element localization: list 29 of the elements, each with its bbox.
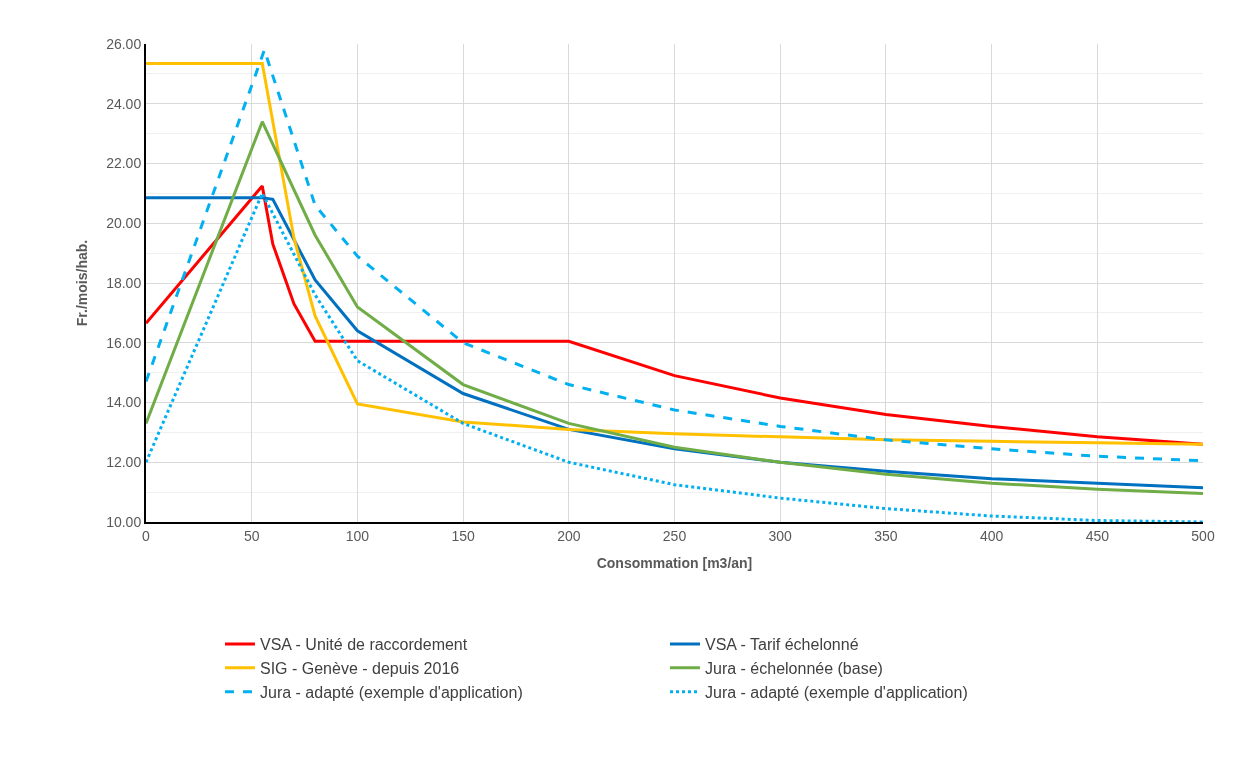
x-tick-label: 250	[662, 527, 687, 544]
y-tick-label: 22.00	[106, 155, 142, 172]
x-tick-label: 300	[768, 527, 793, 544]
y-axis-title: Fr./mois/hab.	[74, 239, 91, 327]
x-tick-label: 0	[142, 527, 151, 544]
legend-label: VSA - Tarif échelonné	[704, 636, 859, 654]
legend-label: VSA - Unité de raccordement	[259, 636, 468, 654]
x-tick-label: 350	[874, 527, 898, 544]
y-tick-label: 10.00	[106, 513, 142, 530]
y-tick-label: 24.00	[106, 95, 142, 112]
line-series	[146, 120, 1203, 496]
x-tick-label: 50	[243, 527, 260, 544]
y-tick-label: 14.00	[106, 394, 142, 411]
legend-label: Jura - échelonnée (base)	[704, 660, 883, 678]
legend-label: Jura - adapté (exemple d'application)	[259, 683, 523, 701]
x-tick-label: 150	[451, 527, 475, 544]
x-tick-label: 400	[979, 527, 1004, 544]
legend-label: SIG - Genève - depuis 2016	[259, 660, 460, 678]
legend-label: Jura - adapté (exemple d'application)	[704, 683, 968, 701]
y-tick-label: 20.00	[106, 215, 142, 232]
x-tick-label: 450	[1085, 527, 1110, 544]
x-tick-label: 500	[1191, 527, 1215, 544]
y-tick-label: 18.00	[106, 274, 142, 291]
y-tick-label: 16.00	[106, 334, 142, 351]
x-tick-label: 200	[557, 527, 581, 544]
y-tick-label: 12.00	[106, 454, 142, 471]
x-tick-label: 100	[345, 527, 370, 544]
y-tick-label: 26.00	[106, 35, 142, 52]
x-axis-title: Consommation [m3/an]	[596, 554, 753, 571]
